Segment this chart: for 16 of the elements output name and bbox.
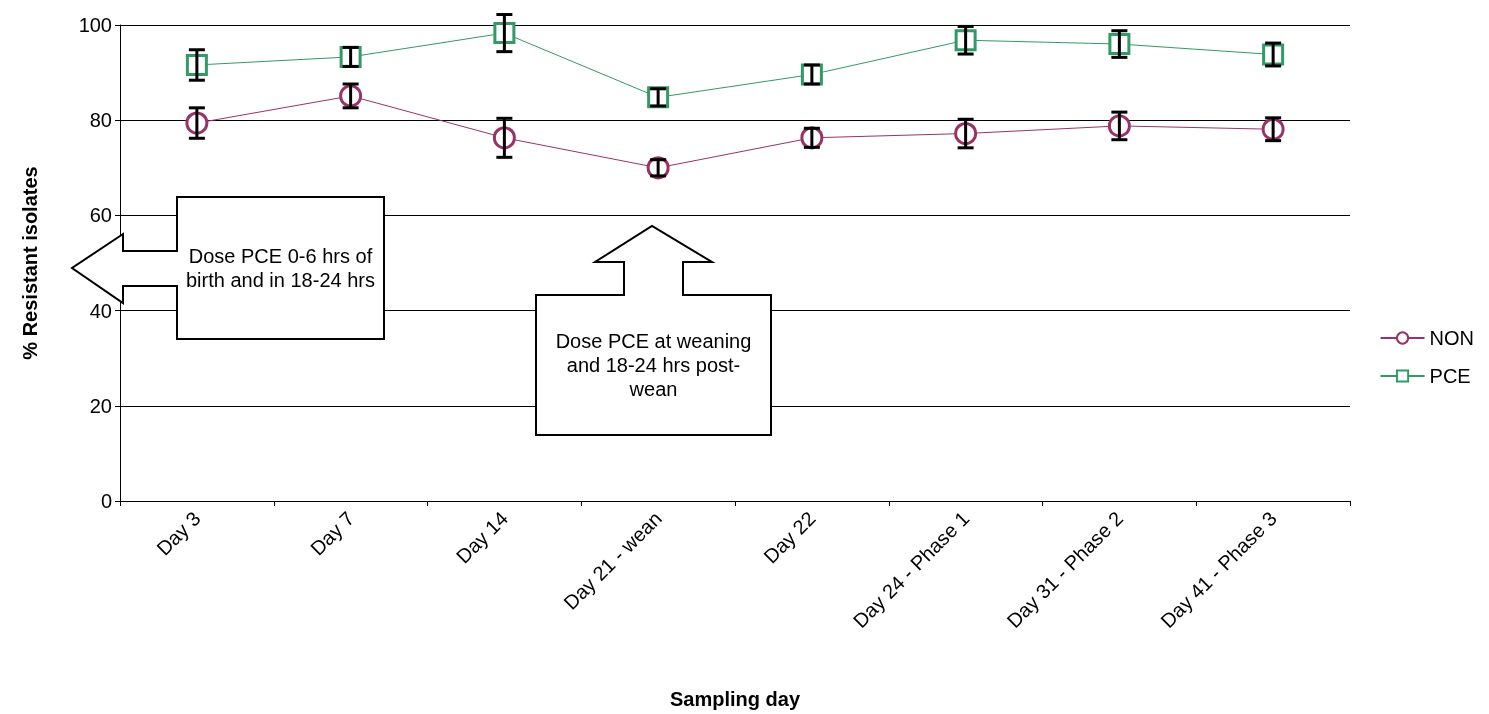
legend-label: NON [1429, 327, 1475, 349]
y-tick-label: 100 [78, 14, 112, 36]
x-axis-title: Sampling day [669, 688, 801, 710]
y-tick-label: 60 [89, 204, 112, 227]
y-tick-label: 20 [89, 394, 112, 417]
x-tick-label: Day 7 [305, 507, 359, 560]
annotation: Dose PCE 0-6 hrs of birth and in 18-24 hrs [185, 244, 376, 292]
legend-label: PCE [1429, 365, 1471, 387]
y-tick-label: 40 [89, 299, 112, 322]
y-tick-label: 0 [100, 490, 112, 512]
x-tick-label: Day 14 [451, 507, 513, 568]
x-tick-label: Day 22 [759, 507, 820, 568]
y-tick-label: 80 [89, 109, 112, 132]
x-tick-label: Day 3 [152, 507, 205, 560]
annotation: Dose PCE at weaning and 18-24 hrs post-wean [554, 329, 753, 401]
y-axis-title: % Resistant isolates [19, 166, 41, 360]
